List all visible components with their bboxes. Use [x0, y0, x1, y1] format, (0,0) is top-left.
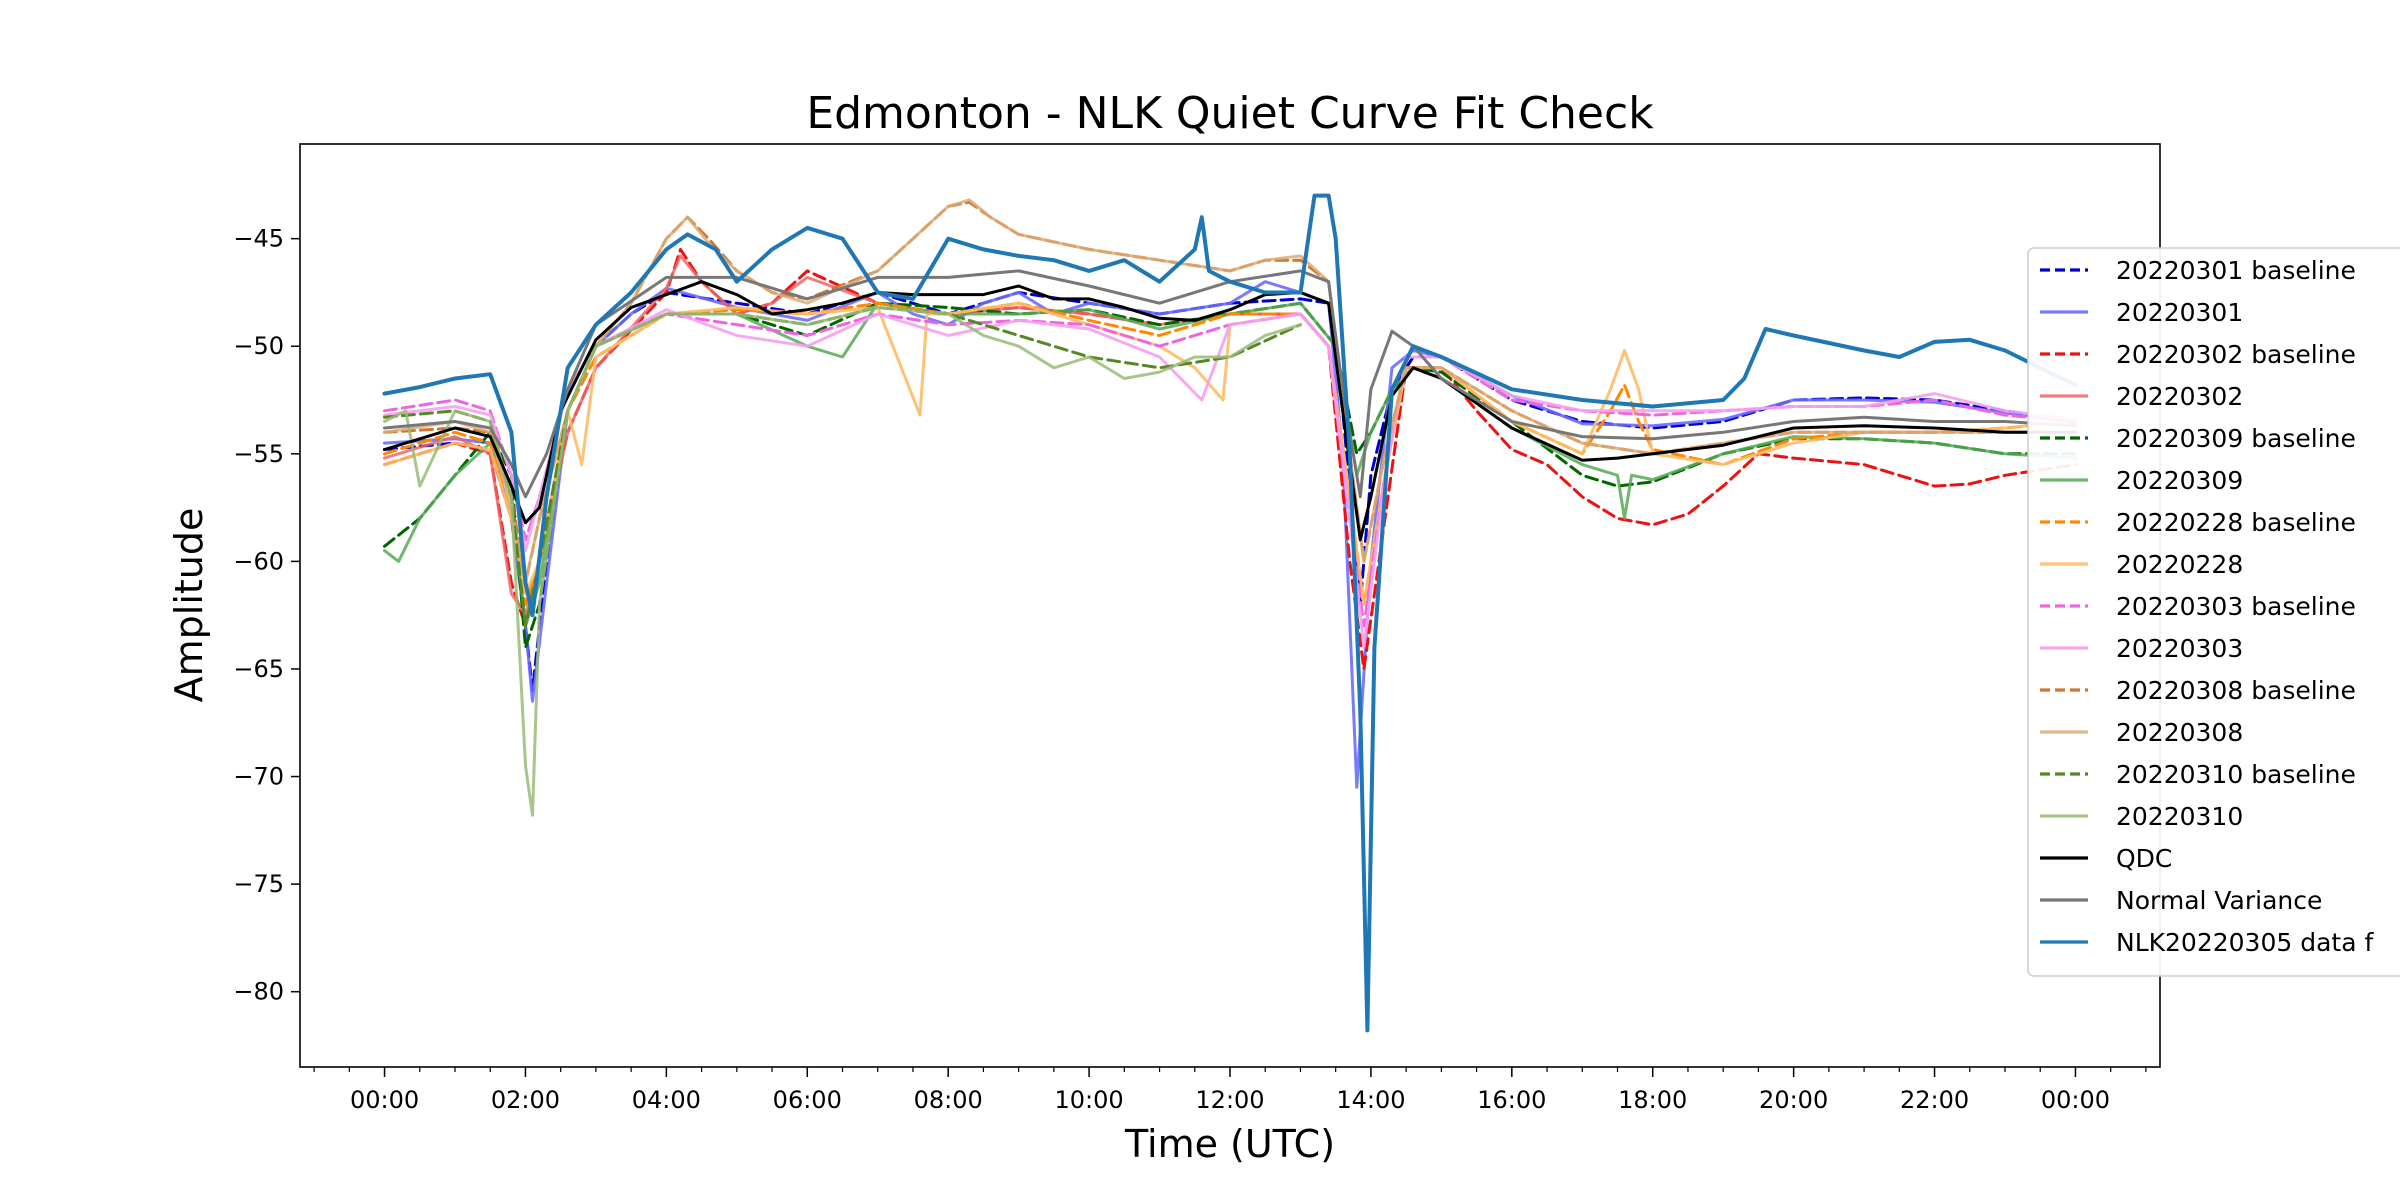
legend-label-20220302: 20220302	[2116, 382, 2243, 411]
y-tick-label: −75	[233, 870, 284, 898]
legend-label-20220302-baseline: 20220302 baseline	[2116, 340, 2356, 369]
legend-label-20220310-baseline: 20220310 baseline	[2116, 760, 2356, 789]
series-line-20220301-baseline	[383, 291, 2077, 692]
series-line-nlk20220305-data-f	[382, 193, 2078, 1033]
series-line-20220228	[383, 301, 2077, 606]
legend-label-20220228: 20220228	[2116, 550, 2243, 579]
x-tick-label: 04:00	[632, 1086, 701, 1114]
legend-label-20220303: 20220303	[2116, 634, 2243, 663]
series-layer	[382, 193, 2078, 1033]
chart-title: Edmonton - NLK Quiet Curve Fit Check	[806, 88, 1654, 139]
series-line-20220309	[383, 301, 2077, 628]
x-tick-label: 12:00	[1195, 1086, 1264, 1114]
series-line-20220309-baseline	[383, 301, 2077, 649]
legend-label-20220309: 20220309	[2116, 466, 2243, 495]
legend-label-20220228-baseline: 20220228 baseline	[2116, 508, 2356, 537]
legend-label-20220301: 20220301	[2116, 298, 2243, 327]
series-line-20220308	[383, 198, 2077, 585]
legend-label-20220308: 20220308	[2116, 718, 2243, 747]
series-line-20220228-baseline	[383, 301, 2077, 606]
legend-label-qdc: QDC	[2116, 844, 2172, 873]
legend-label-20220303-baseline: 20220303 baseline	[2116, 592, 2356, 621]
x-tick-label: 06:00	[773, 1086, 842, 1114]
x-tick-label: 08:00	[914, 1086, 983, 1114]
y-axis: −80 −75 −70 −65 −60 −55 −50 −45	[233, 225, 300, 1006]
legend-label-20220301-baseline: 20220301 baseline	[2116, 256, 2356, 285]
y-tick-label: −45	[233, 225, 284, 253]
x-tick-label: 10:00	[1055, 1086, 1124, 1114]
x-tick-label: 16:00	[1477, 1086, 1546, 1114]
x-tick-label: 18:00	[1618, 1086, 1687, 1114]
y-tick-label: −50	[233, 332, 284, 360]
series-line-20220302-baseline	[383, 247, 2077, 671]
x-tick-label: 00:00	[350, 1086, 419, 1114]
y-axis-title: Amplitude	[167, 508, 211, 703]
y-tick-label: −80	[233, 978, 284, 1006]
series-line-qdc	[383, 280, 2077, 542]
x-tick-label: 20:00	[1759, 1086, 1828, 1114]
legend: 20220301 baseline 20220301 20220302 baseli…	[2027, 247, 2400, 977]
x-tick-label: 02:00	[491, 1086, 560, 1114]
legend-label-nlk20220305-data-f: NLK20220305 data f	[2116, 928, 2374, 957]
x-tick-label: 22:00	[1900, 1086, 1969, 1114]
series-line-20220308-baseline	[383, 200, 2077, 585]
y-tick-label: −60	[233, 547, 284, 575]
legend-box	[2027, 247, 2400, 977]
y-tick-label: −55	[233, 440, 284, 468]
x-tick-label: 14:00	[1336, 1086, 1405, 1114]
x-axis-title: Time (UTC)	[1124, 1122, 1335, 1166]
legend-label-20220309-baseline: 20220309 baseline	[2116, 424, 2356, 453]
legend-label-20220308-baseline: 20220308 baseline	[2116, 676, 2356, 705]
legend-label-20220310: 20220310	[2116, 802, 2243, 831]
series-line-20220303-baseline	[383, 312, 2077, 628]
y-tick-label: −65	[233, 655, 284, 683]
y-tick-label: −70	[233, 763, 284, 791]
series-line-20220303	[383, 308, 2077, 649]
x-axis: 00:00 02:00 04:00 06:00 08:00 10:00 12:00 14:00…	[313, 1067, 2147, 1114]
x-tick-label: 00:00	[2041, 1086, 2110, 1114]
legend-label-normal-variance: Normal Variance	[2116, 886, 2322, 915]
